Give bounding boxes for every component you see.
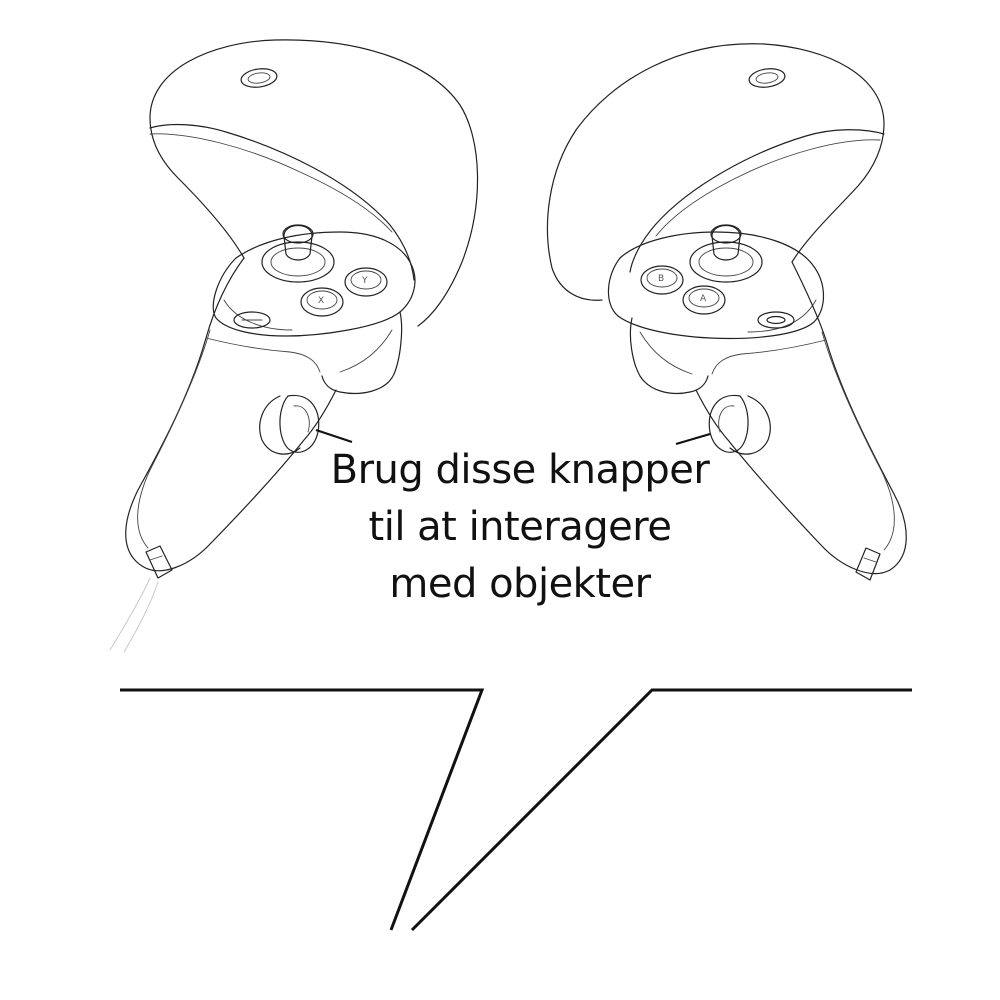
left-grip-button bbox=[259, 394, 320, 455]
svg-text:X: X bbox=[318, 296, 324, 306]
left-menu-button-icon bbox=[233, 311, 271, 329]
left-thumbstick-icon bbox=[283, 224, 313, 261]
right-tracking-ring bbox=[546, 43, 885, 301]
right-tracking-ring-inner bbox=[629, 129, 885, 273]
right-thumbstick-icon bbox=[711, 224, 741, 261]
left-callout-line bbox=[315, 428, 353, 444]
right-button-b-icon: B bbox=[640, 265, 684, 295]
svg-text:B: B bbox=[658, 274, 664, 284]
right-button-a-icon: A bbox=[682, 285, 726, 315]
left-trigger bbox=[321, 311, 403, 395]
right-strap-clip bbox=[855, 547, 881, 581]
right-callout-line bbox=[675, 432, 711, 446]
left-strap-cord bbox=[109, 577, 159, 653]
caption-text: Brug disse knapper til at interagere med… bbox=[280, 442, 760, 613]
left-button-x-icon: X bbox=[300, 287, 344, 317]
caption-line-2: til at interagere bbox=[368, 504, 672, 550]
left-tracking-ring bbox=[149, 39, 479, 327]
right-grip-button bbox=[708, 394, 771, 455]
caption-line-1: Brug disse knapper bbox=[330, 447, 710, 493]
left-controller: Y X bbox=[109, 39, 479, 653]
left-ring-oval-icon bbox=[240, 68, 278, 88]
left-thumbstick-base-icon bbox=[261, 241, 335, 283]
left-strap-clip bbox=[145, 545, 173, 579]
right-face-plate bbox=[607, 231, 824, 340]
left-tracking-ring-inner bbox=[149, 123, 415, 281]
left-button-y-icon: Y bbox=[344, 267, 388, 297]
right-controller: B A bbox=[546, 43, 907, 581]
right-ring-oval-icon bbox=[748, 68, 786, 88]
svg-text:Y: Y bbox=[361, 276, 368, 286]
svg-text:A: A bbox=[700, 294, 707, 304]
right-thumbstick-base-icon bbox=[689, 241, 763, 283]
speech-bubble-outline bbox=[120, 688, 912, 932]
caption-line-3: med objekter bbox=[389, 561, 651, 607]
right-trigger bbox=[629, 317, 709, 395]
right-oculus-button-icon bbox=[757, 311, 795, 329]
